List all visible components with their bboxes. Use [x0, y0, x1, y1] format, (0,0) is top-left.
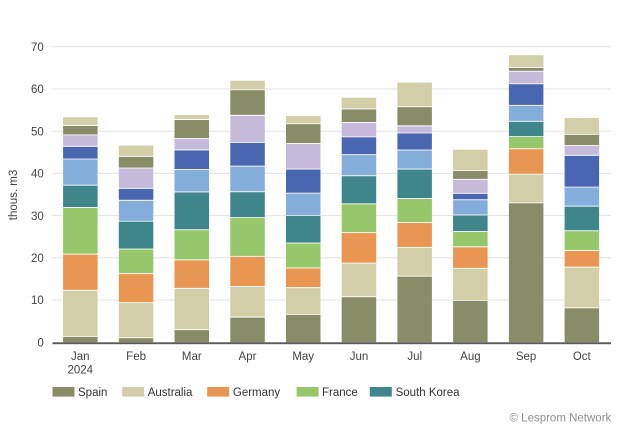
svg-text:40: 40	[31, 169, 44, 181]
svg-text:Jun: Jun	[350, 351, 369, 363]
svg-text:France: France	[322, 387, 358, 399]
svg-text:Apr: Apr	[239, 351, 257, 363]
svg-text:2024: 2024	[68, 365, 94, 377]
svg-text:20: 20	[31, 253, 44, 265]
svg-text:Oct: Oct	[573, 351, 592, 363]
svg-text:South Korea: South Korea	[396, 387, 461, 399]
svg-text:Feb: Feb	[126, 351, 146, 363]
svg-text:Jul: Jul	[407, 351, 422, 363]
svg-text:Aug: Aug	[460, 351, 480, 363]
svg-text:50: 50	[31, 126, 44, 138]
svg-text:70: 70	[31, 42, 44, 54]
svg-text:Germany: Germany	[233, 387, 281, 399]
svg-text:Sep: Sep	[516, 351, 536, 363]
svg-text:10: 10	[31, 295, 44, 307]
svg-text:thous. m3: thous. m3	[8, 170, 20, 221]
svg-text:© Lesprom Network: © Lesprom Network	[510, 412, 612, 424]
svg-text:0: 0	[37, 337, 43, 349]
svg-text:Spain: Spain	[78, 387, 107, 399]
svg-text:60: 60	[31, 84, 44, 96]
svg-text:Australia: Australia	[148, 387, 193, 399]
svg-text:30: 30	[31, 211, 44, 223]
svg-text:Mar: Mar	[182, 351, 202, 363]
svg-text:May: May	[292, 351, 314, 363]
svg-text:Jan: Jan	[71, 351, 90, 363]
